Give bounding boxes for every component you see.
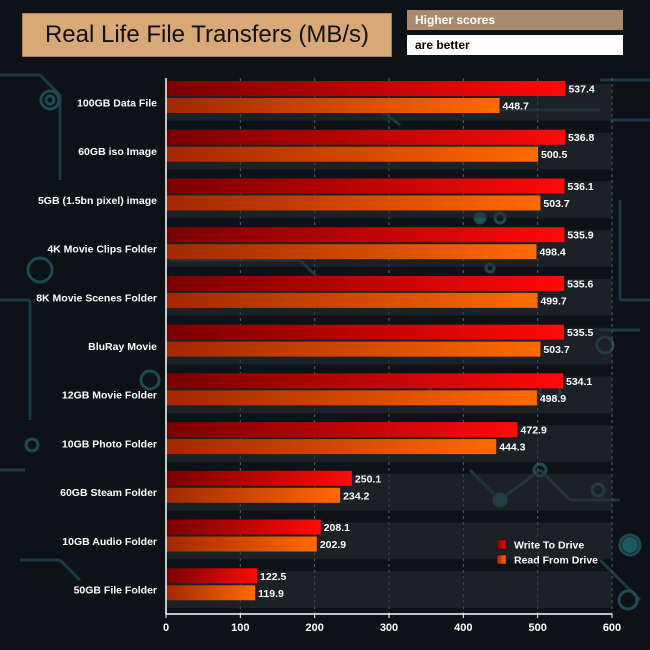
- legend-label: Write To Drive: [514, 540, 584, 552]
- category-label: 8K Movie Scenes Folder: [36, 292, 157, 304]
- data-label: 500.5: [541, 149, 567, 161]
- bar-read: [166, 146, 539, 162]
- data-label: 122.5: [260, 571, 286, 583]
- data-label: 250.1: [355, 473, 381, 485]
- data-label: 535.5: [567, 327, 593, 339]
- bar-write: [166, 129, 566, 145]
- category-label: 60GB Steam Folder: [60, 487, 157, 499]
- category-label: BluRay Movie: [88, 341, 157, 353]
- bar-write: [166, 275, 565, 291]
- x-tick-label: 300: [380, 622, 398, 634]
- data-label: 535.9: [567, 230, 593, 242]
- category-label: 60GB iso Image: [78, 146, 157, 158]
- bar-read: [166, 487, 341, 503]
- data-label: 498.9: [540, 393, 566, 405]
- chart-title: Real Life File Transfers (MB/s): [22, 13, 392, 57]
- category-label: 12GB Movie Folder: [62, 390, 157, 402]
- bar-read: [166, 585, 256, 601]
- data-label: 503.7: [543, 344, 569, 356]
- bar-write: [166, 324, 565, 340]
- data-label: 448.7: [503, 101, 529, 113]
- circuit-node: [617, 589, 639, 611]
- x-tick-label: 100: [231, 622, 249, 634]
- data-label: 119.9: [258, 588, 284, 600]
- bar-read: [166, 390, 537, 406]
- data-label: 444.3: [499, 442, 525, 454]
- bar-write: [166, 227, 565, 243]
- data-label: 503.7: [543, 198, 569, 210]
- category-label: 50GB File Folder: [74, 585, 157, 597]
- bar-write: [166, 519, 321, 535]
- data-label: 536.1: [568, 181, 594, 193]
- data-label: 534.1: [566, 376, 592, 388]
- data-label: 499.7: [540, 295, 566, 307]
- bar-read: [166, 98, 500, 113]
- data-label: 234.2: [343, 490, 369, 502]
- note-are-better: are better: [407, 35, 623, 55]
- data-label: 498.4: [539, 247, 565, 259]
- bar-read: [166, 244, 537, 260]
- bar-read: [166, 292, 538, 308]
- circuit-node: [618, 533, 642, 557]
- data-label: 208.1: [324, 522, 350, 534]
- legend-label: Read From Drive: [514, 555, 598, 567]
- category-label: 5GB (1.5bn pixel) image: [38, 195, 157, 207]
- bar-write: [166, 373, 564, 389]
- x-tick-label: 200: [305, 622, 323, 634]
- bar-read: [166, 195, 541, 211]
- category-label: 100GB Data File: [77, 97, 157, 109]
- bar-write: [166, 568, 258, 584]
- circuit-node: [39, 89, 61, 111]
- data-label: 535.6: [567, 278, 593, 290]
- category-label: 4K Movie Clips Folder: [47, 244, 157, 256]
- x-tick-label: 500: [528, 622, 546, 634]
- legend-swatch: [496, 554, 507, 565]
- bar-write: [166, 422, 518, 438]
- circuit-dot: [622, 537, 638, 553]
- circuit-node: [139, 369, 161, 391]
- category-label: 10GB Audio Folder: [62, 536, 157, 548]
- bar-read: [166, 536, 317, 552]
- bar-write: [166, 470, 352, 486]
- circuit-trace: [58, 558, 82, 582]
- circuit-node: [26, 256, 54, 284]
- circuit-node: [24, 437, 40, 453]
- note-higher-scores: Higher scores: [407, 10, 623, 30]
- data-label: 202.9: [320, 539, 346, 551]
- data-label: 537.4: [568, 84, 594, 96]
- x-tick-label: 0: [163, 622, 169, 634]
- data-label: 536.8: [568, 132, 594, 144]
- circuit-node: [44, 94, 56, 106]
- bar-write: [166, 178, 565, 194]
- category-label: 10GB Photo Folder: [62, 438, 157, 450]
- bar-read: [166, 439, 497, 455]
- legend-swatch: [496, 539, 507, 550]
- circuit-trace: [38, 73, 62, 97]
- bar-write: [166, 81, 566, 96]
- x-tick-label: 600: [603, 622, 621, 634]
- data-label: 472.9: [521, 425, 547, 437]
- x-tick-label: 400: [454, 622, 472, 634]
- bar-read: [166, 341, 541, 357]
